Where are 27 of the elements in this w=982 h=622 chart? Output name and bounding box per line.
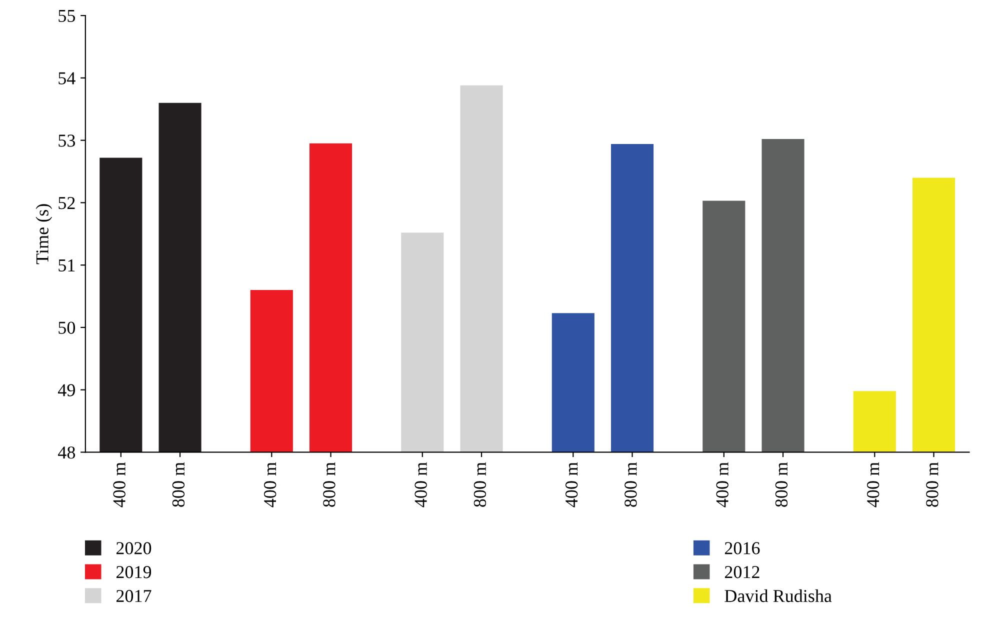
y-tick-label: 51: [58, 259, 75, 272]
legend-label: David Rudisha: [724, 589, 832, 602]
x-tick-label: 800 m: [926, 462, 938, 507]
x-tick-label: 800 m: [172, 462, 185, 507]
legend-label: 2016: [724, 542, 760, 554]
x-tick-label: 400 m: [716, 462, 728, 508]
y-tick-label: 52: [58, 196, 75, 210]
legend-label: 2020: [116, 542, 152, 554]
legend-label: 2012: [724, 566, 760, 578]
x-tick-label: 800 m: [624, 462, 637, 507]
x-tick-label: 400 m: [414, 462, 427, 508]
x-tick-label: 400 m: [113, 462, 126, 508]
x-tick-label: 400 m: [565, 462, 578, 508]
y-axis-title: Time (s): [36, 204, 52, 264]
x-tick-label: 400 m: [866, 462, 880, 508]
x-tick-label: 400 m: [264, 462, 276, 508]
x-tick-label: 800 m: [323, 462, 336, 507]
x-tick-label: 800 m: [775, 462, 788, 507]
y-tick-label: 50: [58, 322, 76, 334]
y-tick-label: 48: [58, 446, 76, 459]
y-tick-label: 53: [58, 134, 76, 147]
x-tick-label: 800 m: [474, 462, 486, 507]
legend-label: 2017: [116, 590, 152, 602]
y-tick-label: 55: [58, 10, 76, 22]
legend-label: 2019: [116, 566, 152, 578]
y-tick-label: 49: [58, 384, 75, 396]
y-tick-label: 54: [58, 72, 76, 84]
